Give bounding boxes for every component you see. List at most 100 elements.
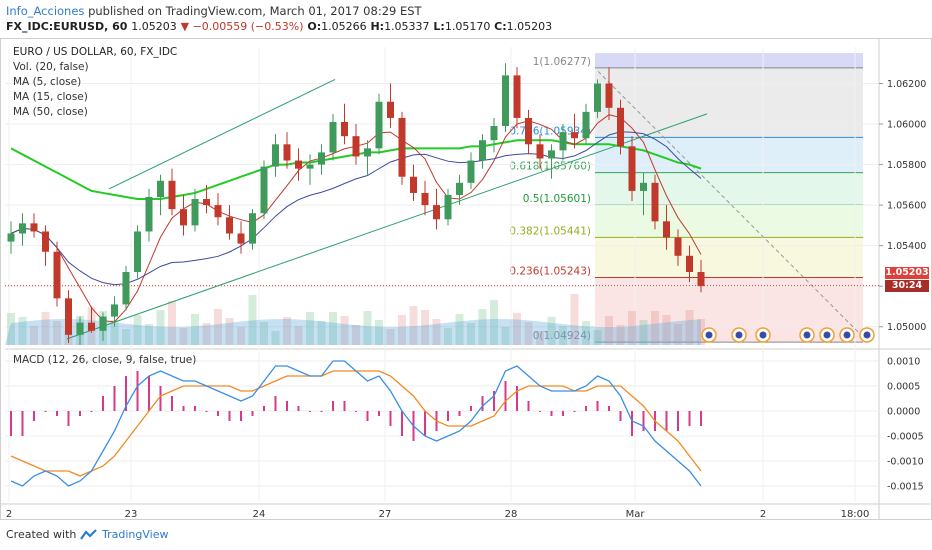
time-tick-label: 23 <box>125 509 138 519</box>
high-value: 1.05337 <box>384 20 430 33</box>
macd-histogram-bar <box>608 406 610 411</box>
macd-histogram-bar <box>493 391 495 411</box>
macd-histogram-bar <box>539 411 541 412</box>
candle-body <box>559 132 567 151</box>
candle-body <box>571 132 578 139</box>
candle-body <box>249 213 256 244</box>
volume-bar <box>628 311 636 345</box>
economic-event-icon <box>819 327 835 343</box>
volume-bar <box>145 324 153 345</box>
macd-histogram-bar <box>251 411 254 416</box>
event-marker-dot <box>803 331 811 339</box>
macd-histogram-bar <box>688 411 691 426</box>
fib-level-label: 0.5(1.05601) <box>523 193 591 205</box>
volume-bar <box>501 327 510 345</box>
volume-bar <box>547 317 556 345</box>
macd-histogram-bar <box>136 371 139 411</box>
candle-body <box>306 164 314 169</box>
macd-histogram-bar <box>378 411 380 416</box>
candle-body <box>19 223 26 234</box>
candle-body <box>628 146 636 191</box>
volume-bar <box>352 325 360 345</box>
price-tick-label: 1.05800 <box>887 160 926 171</box>
macd-histogram-bar <box>642 411 645 431</box>
candle-body <box>594 83 601 112</box>
price-tick-label: 1.05000 <box>887 322 926 333</box>
macd-histogram-bar <box>401 411 403 436</box>
candle-body <box>191 199 199 226</box>
fib-level-label: 0(1.04924) <box>533 330 591 342</box>
candle-body <box>697 272 705 287</box>
candle-body <box>352 136 360 157</box>
macd-histogram-bar <box>631 411 633 436</box>
candle-body <box>582 111 590 139</box>
legend-ma5[interactable]: MA (5, close) <box>13 76 82 88</box>
macd-histogram-bar <box>33 411 35 421</box>
volume-bar <box>513 313 521 345</box>
volume-bar <box>122 329 130 345</box>
candle-body <box>260 166 268 214</box>
candle-body <box>145 197 153 232</box>
chart-area[interactable]: 1(1.06277) 0.786(1.05934) 0.618(1.05760) 0.… <box>0 38 932 520</box>
macd-histogram-bar <box>125 376 127 411</box>
macd-line <box>10 360 702 487</box>
tradingview-logo-icon <box>80 529 97 540</box>
channel-upper-line <box>108 78 336 190</box>
macd-legend[interactable]: MACD (12, 26, close, 9, false, true) <box>13 354 197 366</box>
macd-histogram-bar <box>389 411 392 426</box>
macd-histogram-bar <box>585 406 587 411</box>
macd-tick-label: 0.0005 <box>887 382 920 393</box>
fib-level-label: 0.382(1.05441) <box>509 225 591 237</box>
macd-histogram-bar <box>355 411 357 412</box>
candle-body <box>444 194 452 220</box>
macd-histogram-bar <box>194 406 196 411</box>
candle-body <box>605 83 613 108</box>
volume-bar <box>455 314 464 345</box>
volume-bar <box>409 306 418 345</box>
price-chart-svg[interactable]: 1(1.06277) 0.786(1.05934) 0.618(1.05760) 0.… <box>1 39 931 519</box>
volume-bar <box>593 330 602 345</box>
macd-histogram-bar <box>297 406 300 411</box>
candle-body <box>88 322 95 331</box>
volume-bar <box>168 301 176 345</box>
low-label: L: <box>433 20 445 33</box>
indicator-legend: EURO / US DOLLAR, 60, FX_IDC Vol. (20, f… <box>13 45 177 120</box>
legend-ma15[interactable]: MA (15, close) <box>13 91 88 103</box>
macd-tick-label: -0.0010 <box>887 457 924 468</box>
tradingview-brand-link[interactable]: TradingView <box>102 528 169 541</box>
event-marker-dot <box>705 331 713 339</box>
volume-bar <box>467 323 475 345</box>
price-tick-label: 1.06000 <box>887 120 926 131</box>
candle-body <box>387 101 394 118</box>
volume-bar <box>398 315 406 345</box>
candle-body <box>318 152 325 165</box>
legend-volume[interactable]: Vol. (20, false) <box>13 61 89 73</box>
macd-histogram-bar <box>677 411 679 431</box>
candle-body <box>65 298 72 335</box>
author-link[interactable]: Info_Acciones <box>6 4 85 18</box>
candle-body <box>295 160 302 169</box>
economic-event-icon <box>859 327 875 343</box>
macd-histogram-bar <box>79 411 81 416</box>
macd-histogram-bar <box>619 411 622 421</box>
candle-body <box>99 316 107 331</box>
symbol-bar: FX_IDC:EURUSD, 60 1.05203 ▼ −0.00559 (−0… <box>6 20 552 33</box>
volume-bar <box>570 294 579 345</box>
legend-ma50[interactable]: MA (50, close) <box>13 106 88 118</box>
volume-bar <box>651 311 659 345</box>
volume-bar <box>156 310 165 345</box>
countdown-tag: 30:24 <box>885 280 929 292</box>
macd-histogram-bar <box>102 396 104 411</box>
macd-histogram-bar <box>481 396 484 411</box>
macd-tick-label: -0.0015 <box>887 482 924 493</box>
time-tick-label: Mar <box>626 509 646 519</box>
macd-histogram-bar <box>263 406 265 411</box>
volume-bar <box>41 312 50 345</box>
macd-histogram-bar <box>309 411 311 412</box>
macd-histogram-bar <box>470 406 472 411</box>
volume-bar <box>559 326 567 345</box>
volume-bar <box>271 331 280 345</box>
macd-histogram-bar <box>504 381 507 411</box>
fib-level-label: 0.786(1.05934) <box>509 125 591 137</box>
volume-bar <box>363 311 372 345</box>
